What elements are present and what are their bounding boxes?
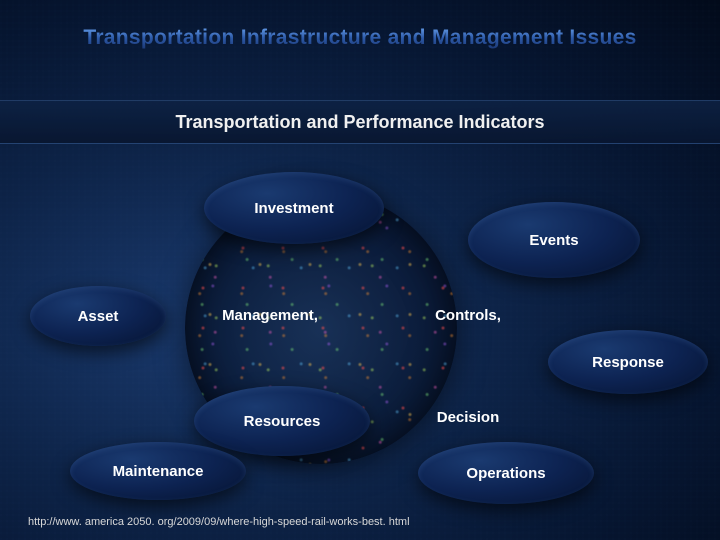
node-events: Events — [468, 202, 640, 278]
node-controls: Controls, — [408, 300, 528, 330]
node-label-controls: Controls, — [429, 303, 507, 328]
node-label-operations: Operations — [460, 461, 551, 486]
node-response: Response — [548, 330, 708, 394]
node-label-investment: Investment — [248, 196, 339, 221]
node-operations: Operations — [418, 442, 594, 504]
slide-subtitle: Transportation and Performance Indicator… — [175, 112, 544, 133]
node-management: Management, — [200, 300, 340, 330]
node-resources: Resources — [194, 386, 370, 456]
node-asset: Asset — [30, 286, 166, 346]
slide-title: Transportation Infrastructure and Manage… — [0, 26, 720, 50]
node-label-maintenance: Maintenance — [107, 459, 210, 484]
node-label-asset: Asset — [72, 304, 125, 329]
node-decision: Decision — [408, 402, 528, 432]
subtitle-bar: Transportation and Performance Indicator… — [0, 100, 720, 144]
node-label-management: Management, — [216, 303, 324, 328]
node-label-resources: Resources — [238, 409, 327, 434]
node-investment: Investment — [204, 172, 384, 244]
footer-url: http://www. america 2050. org/2009/09/wh… — [28, 516, 410, 528]
node-label-response: Response — [586, 350, 670, 375]
node-maintenance: Maintenance — [70, 442, 246, 500]
node-label-decision: Decision — [431, 405, 506, 430]
node-label-events: Events — [523, 228, 584, 253]
